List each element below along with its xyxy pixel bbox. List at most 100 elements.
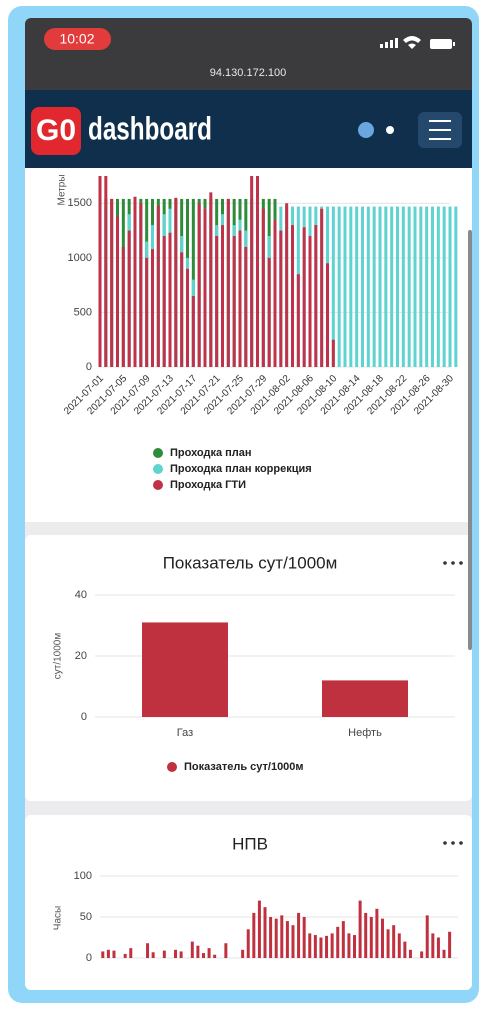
bar	[162, 950, 166, 958]
bar	[269, 917, 273, 958]
bar	[355, 206, 359, 367]
bar	[221, 225, 224, 367]
bar	[123, 953, 127, 958]
y-axis-label: Метры	[57, 174, 68, 205]
bar	[145, 257, 149, 367]
bar	[146, 943, 150, 958]
bar	[330, 933, 334, 958]
bar	[401, 206, 405, 367]
y-tick-label: 0	[86, 361, 92, 373]
bar	[366, 206, 370, 367]
bar	[291, 225, 294, 367]
bar	[133, 196, 137, 367]
bar	[436, 937, 440, 958]
bar	[380, 918, 384, 958]
bar	[302, 227, 306, 367]
logo	[31, 107, 81, 155]
bar	[403, 941, 407, 958]
bar	[375, 908, 379, 958]
bar	[349, 206, 353, 367]
x-tick-label: Нефть	[348, 727, 382, 739]
y-axis-label: сут/1000м	[53, 633, 64, 680]
bar	[431, 206, 434, 367]
menu-icon	[429, 120, 451, 140]
bar	[238, 230, 242, 367]
bar	[174, 949, 178, 958]
viewport: 10:02 94.130.172.100 G0 dashboard Показа…	[25, 18, 472, 990]
status-icons	[380, 36, 455, 49]
bar	[106, 949, 110, 958]
more-icon[interactable]	[443, 561, 463, 565]
bar	[279, 230, 283, 367]
bar	[358, 900, 362, 958]
bar	[168, 232, 172, 367]
y-tick-label: 100	[74, 870, 92, 882]
bar	[151, 952, 155, 958]
time: 10:02	[59, 31, 94, 47]
bar	[313, 935, 317, 958]
legend-label: Показатель сут/1000м	[184, 761, 304, 773]
bar	[209, 192, 213, 367]
bar	[224, 943, 228, 958]
x-tick-label: Газ	[177, 727, 193, 739]
bar	[408, 949, 412, 958]
bar	[436, 206, 440, 367]
bar	[179, 951, 183, 958]
bar	[263, 907, 267, 958]
bar	[319, 937, 323, 958]
bar	[343, 206, 347, 367]
bar	[291, 925, 295, 958]
legend-label: Проходка план коррекция	[170, 463, 312, 475]
bar	[241, 949, 245, 958]
bar	[101, 951, 105, 958]
more-icon[interactable]	[443, 841, 463, 845]
bar	[448, 931, 452, 958]
bar	[431, 933, 435, 958]
y-tick-label: 1500	[68, 197, 92, 209]
y-tick-label: 1000	[68, 252, 92, 264]
bar	[386, 929, 390, 958]
bar	[98, 176, 102, 367]
bar	[326, 263, 329, 367]
bar	[384, 206, 388, 367]
bar	[331, 206, 335, 367]
theme-toggle[interactable]	[358, 122, 374, 138]
bar	[190, 941, 194, 958]
bar	[197, 203, 201, 367]
url: 94.130.172.100	[210, 67, 286, 79]
bar	[116, 216, 119, 367]
bar	[174, 197, 178, 367]
bar	[244, 246, 248, 367]
bar	[396, 206, 399, 367]
legend-marker	[153, 480, 163, 490]
bar	[448, 206, 452, 367]
bar	[413, 206, 417, 367]
bar	[139, 203, 143, 367]
bar	[322, 680, 408, 717]
bar	[361, 206, 364, 367]
bar	[129, 948, 133, 958]
bar	[250, 176, 254, 367]
legend-marker	[153, 464, 163, 474]
bar	[180, 252, 184, 367]
bar	[390, 206, 394, 367]
brand: dashboard	[88, 110, 212, 146]
bar	[142, 622, 228, 717]
bar	[369, 917, 373, 958]
bar	[302, 917, 306, 958]
bar	[232, 236, 236, 367]
sun-icon	[386, 126, 394, 134]
bar	[407, 206, 411, 367]
bar	[226, 198, 230, 367]
legend-marker	[167, 762, 177, 772]
bar	[257, 900, 261, 958]
chart-title: Показатель сут/1000м	[163, 553, 338, 572]
bar	[336, 926, 340, 958]
bar	[297, 912, 301, 958]
bar	[308, 933, 312, 958]
bar	[252, 912, 256, 958]
legend-marker	[153, 448, 163, 458]
bar	[191, 296, 195, 367]
bar	[273, 219, 277, 367]
bar	[196, 945, 200, 958]
